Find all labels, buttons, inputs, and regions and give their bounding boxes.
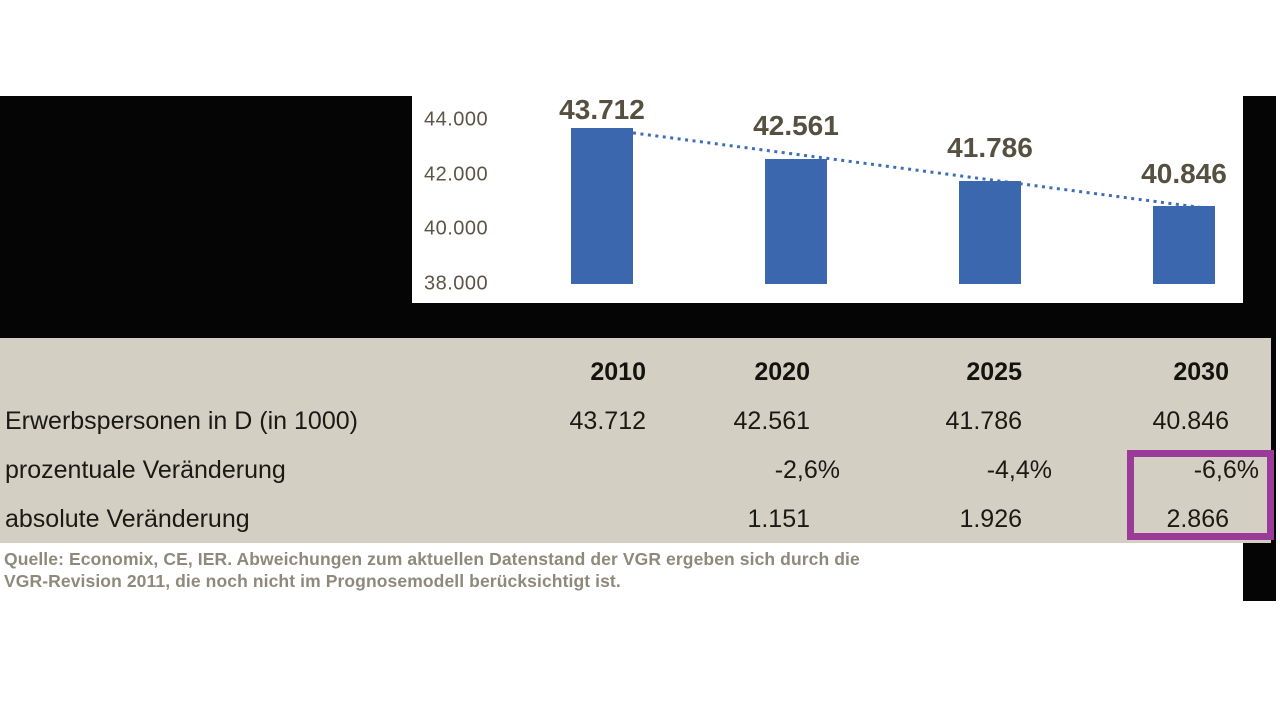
table-cell-2020-row0: 42.561	[733, 407, 810, 435]
table-cell-2030-row1-text: -6,6%	[1193, 456, 1259, 484]
table-cell-2010-row2	[450, 495, 646, 544]
bar-value-label-2010: 43.712	[559, 93, 645, 125]
table-cell-2020-row1-text: -2,6%	[774, 456, 840, 484]
bar-value-label-2030: 40.846	[1141, 158, 1227, 190]
source-note-line2: VGR-Revision 2011, die noch nicht im Pro…	[4, 570, 621, 591]
y-axis-tick-40.000: 40.000	[424, 217, 489, 240]
data-table: 2010 2020 2025 2030 Erwerbspersonen in D (in…	[0, 338, 1271, 543]
bar-2020	[765, 159, 827, 284]
table-header-empty	[0, 348, 450, 397]
table-cell-2030-row1: -6,6%	[1022, 446, 1259, 495]
bar-value-label-2025: 41.786	[947, 131, 1033, 163]
table-cell-2025-row1-text: -4,4%	[986, 456, 1052, 484]
table-header-2010: 2010	[590, 358, 646, 386]
y-axis-tick-44.000: 44.000	[424, 108, 489, 131]
highlight-box-2030	[1127, 450, 1274, 540]
table-cell-2020-row2: 1.151	[747, 505, 810, 533]
table-cell-2025-row1: -4,4%	[810, 446, 1052, 495]
table-row-label-0: Erwerbspersonen in D (in 1000)	[5, 407, 358, 435]
table-header-2025: 2025	[966, 358, 1022, 386]
bar-2030	[1153, 206, 1215, 284]
black-frame-bottom-band	[412, 303, 1248, 338]
source-note: Quelle: Economix, CE, IER. Abweichungen …	[4, 549, 954, 592]
table-cell-2030-row0: 40.846	[1152, 407, 1229, 435]
table-header-2020: 2020	[754, 358, 810, 386]
y-axis-tick-38.000: 38.000	[424, 272, 489, 295]
bar-chart: 44.000 42.000 40.000 38.000 43.712 42.561 41.7…	[412, 93, 1248, 303]
table-header-2030: 2030	[1173, 358, 1229, 386]
bar-2025	[959, 180, 1021, 284]
table-cell-2030-row2: 2.866	[1166, 505, 1229, 533]
table-cell-2025-row0: 41.786	[945, 407, 1022, 435]
source-note-line1: Quelle: Economix, CE, IER. Abweichungen …	[4, 549, 860, 569]
table-cell-2025-row2: 1.926	[959, 505, 1022, 533]
table-row-label-1: prozentuale Veränderung	[5, 456, 286, 484]
table-grid: 2010 2020 2025 2030 Erwerbspersonen in D (in…	[0, 338, 1271, 544]
table-cell-2020-row1: -2,6%	[646, 446, 840, 495]
y-axis-tick-42.000: 42.000	[424, 163, 489, 186]
bar-value-label-2020: 42.561	[753, 110, 839, 142]
table-row-label-2: absolute Veränderung	[5, 505, 250, 533]
black-frame-left-block	[0, 96, 412, 338]
table-cell-2010-row1	[450, 446, 646, 495]
table-cell-2010-row0: 43.712	[569, 407, 646, 435]
bar-2010	[571, 127, 633, 284]
